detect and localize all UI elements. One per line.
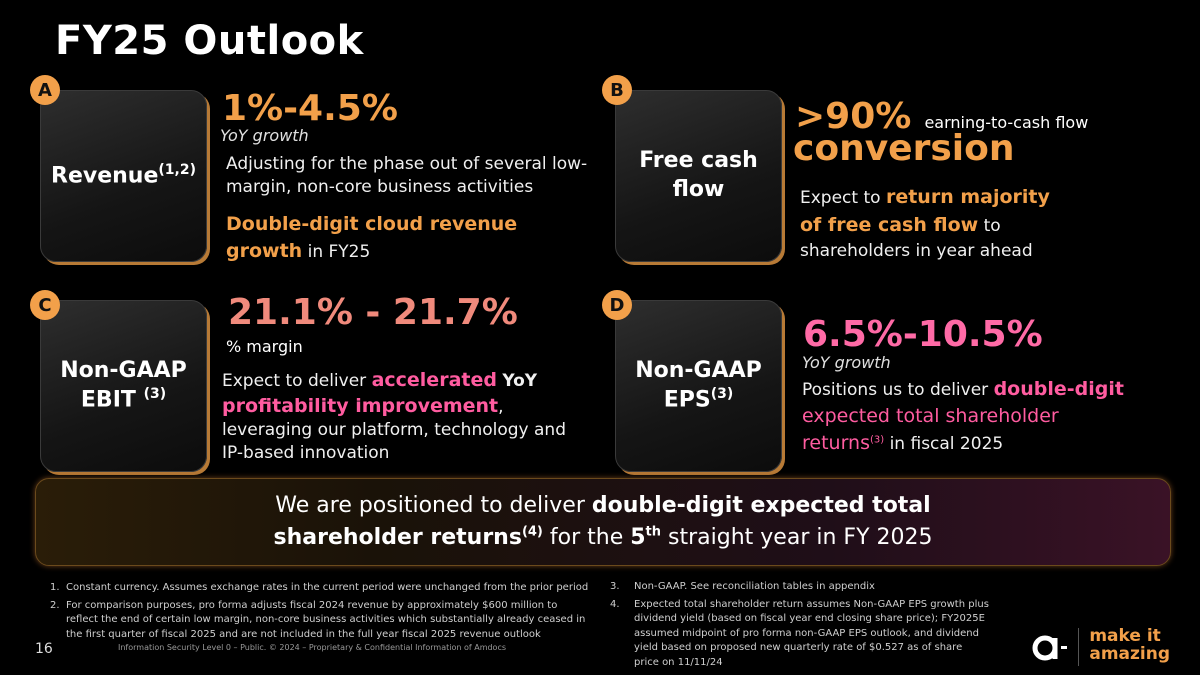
badge-d: D (602, 290, 632, 320)
footnotes-right: 3. Non-GAAP. See reconciliation tables in… (610, 580, 990, 670)
ebit-highlight-2: profitability improvement (222, 394, 499, 417)
fcf-metric-line: >90% earning-to-cash flow (795, 96, 1088, 137)
badge-b: B (602, 75, 632, 105)
footnote: 2. For comparison purposes, pro forma adj… (50, 599, 586, 640)
ebit-desc-post: , leveraging our platform, technology an… (222, 396, 566, 464)
free-cash-flow-card: Free cash flow (615, 90, 782, 262)
revenue-highlight-block: Double-digit cloud revenue growth in FY2… (226, 211, 526, 265)
footnote: 4. Expected total shareholder return assu… (610, 598, 989, 668)
revenue-metric: 1%-4.5% (222, 88, 398, 129)
brand-divider (1078, 628, 1079, 666)
fcf-desc-pre: Expect to (800, 188, 881, 208)
classification-text: Information Security Level 0 – Public. ©… (118, 643, 507, 652)
fcf-metric: >90% (795, 96, 912, 137)
eps-highlight-2: expected total shareholder returns (802, 404, 1059, 454)
banner-line-2: shareholder returns(4) for the 5th strai… (273, 524, 933, 550)
ebit-desc-pre: Expect to deliver (222, 371, 367, 391)
footnotes-left: 1. Constant currency. Assumes exchange ra… (50, 581, 590, 642)
fcf-metric-word: conversion (793, 128, 1015, 169)
page-number: 16 (35, 641, 53, 657)
ebit-metric-sub: % margin (226, 337, 303, 356)
eps-card-label: Non-GAAP EPS(3) (635, 357, 762, 413)
ebit-card: Non-GAAP EBIT (3) (40, 300, 207, 472)
badge-a: A (30, 75, 60, 105)
amdocs-logo-icon (1030, 628, 1072, 666)
fcf-desc-post: to shareholders in year ahead (800, 215, 1033, 262)
free-cash-flow-card-label: Free cash flow (639, 148, 758, 202)
revenue-card-label: Revenue(1,2) (51, 162, 196, 189)
revenue-metric-sub: YoY growth (220, 126, 309, 145)
revenue-highlight-tail: in FY25 (307, 241, 371, 262)
fcf-desc: Expect to return majority of free cash f… (800, 184, 1050, 264)
eps-desc-post: in fiscal 2025 (889, 433, 1004, 454)
fcf-highlight: return majority of free cash flow (800, 186, 1050, 236)
eps-metric-sub: YoY growth (802, 353, 891, 372)
banner-line-1: We are positioned to deliver double-digi… (275, 493, 931, 519)
brand-tagline: make it amazing (1089, 626, 1170, 664)
badge-c: C (30, 290, 60, 320)
page-title: FY25 Outlook (55, 18, 364, 64)
ebit-card-label: Non-GAAP EBIT (3) (60, 357, 187, 413)
ebit-desc: Expect to deliver accelerated YoY profit… (222, 368, 582, 465)
revenue-highlight: Double-digit cloud revenue growth (226, 213, 518, 262)
eps-desc-pre: Positions us to deliver (802, 380, 989, 400)
summary-banner: We are positioned to deliver double-digi… (35, 478, 1171, 566)
eps-sup: (3) (870, 433, 885, 445)
eps-metric: 6.5%-10.5% (803, 314, 1043, 355)
revenue-desc: Adjusting for the phase out of several l… (226, 154, 588, 197)
fcf-metric-small: earning-to-cash flow (924, 113, 1089, 132)
ebit-metric: 21.1% - 21.7% (228, 292, 518, 333)
eps-desc: Positions us to deliver double-digit exp… (802, 376, 1132, 456)
ebit-yoy: YoY (502, 371, 538, 391)
ebit-highlight-1: accelerated (371, 369, 497, 391)
footnote: 1. Constant currency. Assumes exchange ra… (50, 582, 589, 593)
eps-card: Non-GAAP EPS(3) (615, 300, 782, 472)
eps-highlight-1: double-digit (993, 378, 1124, 400)
revenue-card: Revenue(1,2) (40, 90, 207, 262)
footnote: 3. Non-GAAP. See reconciliation tables in… (610, 581, 875, 592)
